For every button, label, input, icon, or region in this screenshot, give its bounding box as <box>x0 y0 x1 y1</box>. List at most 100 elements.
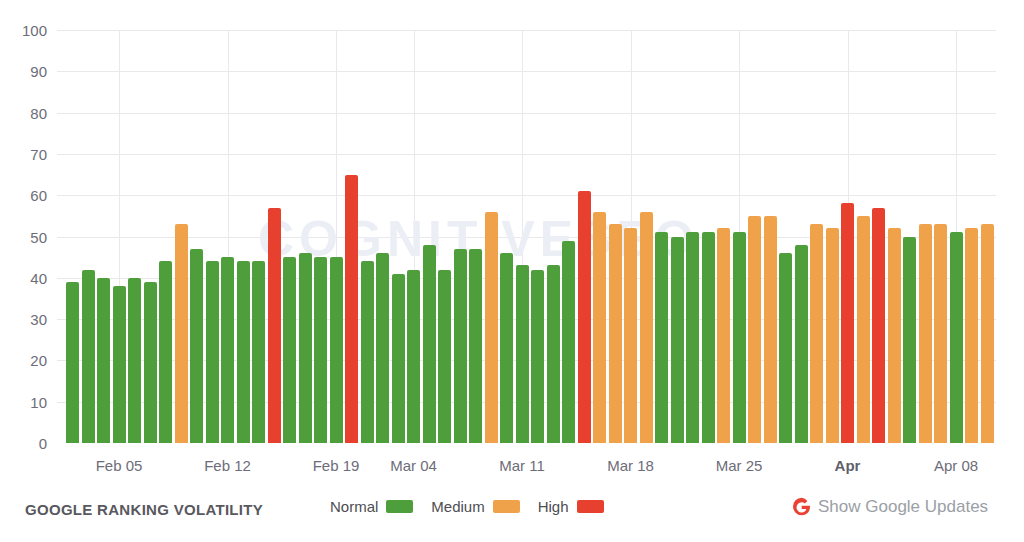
volatility-bar-43[interactable] <box>717 228 730 443</box>
volatility-bar-59[interactable] <box>965 228 978 443</box>
volatility-bar-17[interactable] <box>314 257 327 443</box>
volatility-bar-19[interactable] <box>345 175 358 443</box>
volatility-bar-51[interactable] <box>841 203 854 443</box>
volatility-bar-36[interactable] <box>609 224 622 443</box>
ranking-volatility-widget: COGNITIVESEO 0102030405060708090100 Feb … <box>0 0 1024 542</box>
volatility-bar-47[interactable] <box>779 253 792 443</box>
volatility-bar-3[interactable] <box>97 278 110 443</box>
volatility-bar-25[interactable] <box>438 270 451 443</box>
h-gridline-60 <box>57 195 996 196</box>
volatility-bar-8[interactable] <box>175 224 188 443</box>
x-tick-label-feb-19: Feb 19 <box>313 457 360 474</box>
volatility-bar-21[interactable] <box>376 253 389 443</box>
y-tick-label-0: 0 <box>0 436 47 451</box>
volatility-bar-34[interactable] <box>578 191 591 443</box>
volatility-bar-28[interactable] <box>485 212 498 443</box>
legend-label-medium: Medium <box>431 498 484 515</box>
legend: Normal Medium High <box>330 498 604 515</box>
volatility-bar-12[interactable] <box>237 261 250 443</box>
volatility-bar-31[interactable] <box>531 270 544 443</box>
h-gridline-100 <box>57 30 996 31</box>
volatility-bar-30[interactable] <box>516 265 529 443</box>
volatility-bar-23[interactable] <box>407 270 420 443</box>
footer-bar: GOOGLE RANKING VOLATILITY Normal Medium Hi… <box>0 485 1024 542</box>
h-gridline-80 <box>57 113 996 114</box>
volatility-bar-52[interactable] <box>857 216 870 443</box>
volatility-bar-26[interactable] <box>454 249 467 443</box>
volatility-bar-39[interactable] <box>655 232 668 443</box>
y-tick-label-60: 60 <box>0 188 47 203</box>
legend-item-high: High <box>538 498 604 515</box>
volatility-bar-15[interactable] <box>283 257 296 443</box>
volatility-bar-37[interactable] <box>624 228 637 443</box>
x-tick-label-feb-12: Feb 12 <box>204 457 251 474</box>
volatility-bar-45[interactable] <box>748 216 761 443</box>
show-google-updates-label: Show Google Updates <box>818 497 988 517</box>
volatility-bar-56[interactable] <box>919 224 932 443</box>
legend-item-medium: Medium <box>431 498 519 515</box>
volatility-bar-40[interactable] <box>671 237 684 444</box>
y-tick-label-90: 90 <box>0 64 47 79</box>
x-tick-label-mar-04: Mar 04 <box>390 457 437 474</box>
volatility-bar-48[interactable] <box>795 245 808 443</box>
legend-label-normal: Normal <box>330 498 378 515</box>
volatility-bar-35[interactable] <box>593 212 606 443</box>
h-gridline-70 <box>57 154 996 155</box>
volatility-bar-46[interactable] <box>764 216 777 443</box>
y-tick-label-70: 70 <box>0 147 47 162</box>
volatility-bar-7[interactable] <box>159 261 172 443</box>
volatility-bar-55[interactable] <box>903 237 916 444</box>
volatility-bar-58[interactable] <box>950 232 963 443</box>
volatility-bar-11[interactable] <box>221 257 234 443</box>
volatility-bar-24[interactable] <box>423 245 436 443</box>
volatility-bar-50[interactable] <box>826 228 839 443</box>
x-tick-label-apr-08: Apr 08 <box>934 457 978 474</box>
volatility-bar-20[interactable] <box>361 261 374 443</box>
volatility-bar-2[interactable] <box>82 270 95 443</box>
y-tick-label-50: 50 <box>0 230 47 245</box>
volatility-bar-42[interactable] <box>702 232 715 443</box>
x-tick-label-mar-25: Mar 25 <box>716 457 763 474</box>
volatility-bar-16[interactable] <box>299 253 312 443</box>
legend-swatch-medium <box>493 500 520 513</box>
volatility-bar-1[interactable] <box>66 282 79 443</box>
volatility-bar-27[interactable] <box>469 249 482 443</box>
y-tick-label-10: 10 <box>0 395 47 410</box>
volatility-bar-53[interactable] <box>872 208 885 443</box>
volatility-bar-54[interactable] <box>888 228 901 443</box>
volatility-bar-13[interactable] <box>252 261 265 443</box>
y-tick-label-20: 20 <box>0 353 47 368</box>
x-tick-label-apr: Apr <box>835 457 861 474</box>
volatility-bar-57[interactable] <box>934 224 947 443</box>
volatility-bar-5[interactable] <box>128 278 141 443</box>
volatility-bar-44[interactable] <box>733 232 746 443</box>
volatility-bar-49[interactable] <box>810 224 823 443</box>
h-gridline-90 <box>57 71 996 72</box>
legend-swatch-high <box>577 500 604 513</box>
volatility-bar-18[interactable] <box>330 257 343 443</box>
volatility-bar-29[interactable] <box>500 253 513 443</box>
volatility-bar-6[interactable] <box>144 282 157 443</box>
y-tick-label-80: 80 <box>0 106 47 121</box>
x-tick-label-feb-05: Feb 05 <box>96 457 143 474</box>
x-tick-label-mar-18: Mar 18 <box>607 457 654 474</box>
volatility-bar-32[interactable] <box>547 265 560 443</box>
volatility-bar-22[interactable] <box>392 274 405 443</box>
legend-swatch-normal <box>386 500 413 513</box>
volatility-bar-14[interactable] <box>268 208 281 443</box>
chart-title: GOOGLE RANKING VOLATILITY <box>25 501 263 518</box>
volatility-bar-41[interactable] <box>686 232 699 443</box>
volatility-bar-10[interactable] <box>206 261 219 443</box>
y-tick-label-100: 100 <box>0 23 47 38</box>
volatility-bar-60[interactable] <box>981 224 994 443</box>
y-tick-label-30: 30 <box>0 312 47 327</box>
legend-label-high: High <box>538 498 569 515</box>
legend-item-normal: Normal <box>330 498 413 515</box>
volatility-bar-33[interactable] <box>562 241 575 443</box>
volatility-bar-9[interactable] <box>190 249 203 443</box>
volatility-chart: COGNITIVESEO 0102030405060708090100 Feb … <box>0 0 1024 542</box>
y-tick-label-40: 40 <box>0 271 47 286</box>
volatility-bar-4[interactable] <box>113 286 126 443</box>
volatility-bar-38[interactable] <box>640 212 653 443</box>
show-google-updates-button[interactable]: Show Google Updates <box>791 496 988 517</box>
